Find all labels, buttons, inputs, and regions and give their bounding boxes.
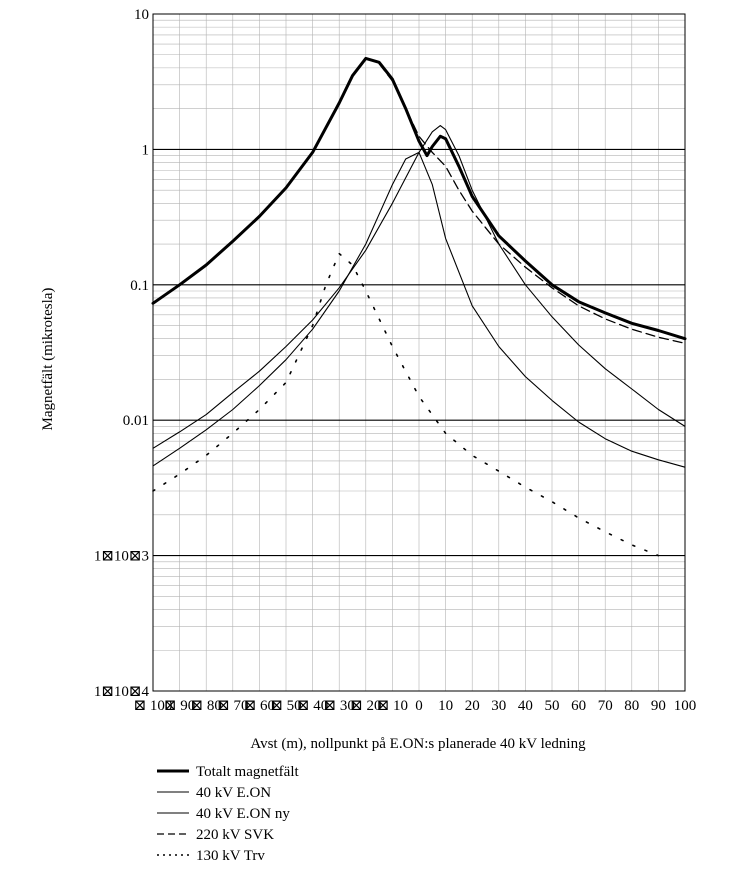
x-tick-label: ⊠ 70 xyxy=(217,698,248,714)
y-tick-label: 1⊠10⊠4 xyxy=(94,684,150,700)
legend-label: 40 kV E.ON xyxy=(196,785,271,801)
x-tick-label: 10 xyxy=(438,698,453,714)
legend: Totalt magnetfält 40 kV E.ON 40 kV E.ON ny… xyxy=(157,764,299,864)
x-axis-label: Avst (m), nollpunkt på E.ON:s planerade … xyxy=(250,736,586,752)
y-tick-label: 1⊠10⊠3 xyxy=(94,549,149,565)
legend-label: 130 kV Trv xyxy=(196,848,265,864)
x-tick-label: 40 xyxy=(518,698,533,714)
x-tick-label: 80 xyxy=(624,698,639,714)
x-tick-label: 60 xyxy=(571,698,586,714)
y-tick-label: 1 xyxy=(142,142,150,158)
series-line xyxy=(151,56,687,341)
x-tick-label: 70 xyxy=(598,698,613,714)
series-line xyxy=(152,252,660,557)
major-gridlines xyxy=(153,148,685,557)
x-tick-label: 0 xyxy=(415,698,423,714)
series-line xyxy=(152,125,686,449)
y-tick-labels: 10 1 0.1 0.01 1⊠10⊠3 1⊠10⊠4 xyxy=(94,7,150,700)
legend-label: 220 kV SVK xyxy=(196,827,274,843)
minor-gridlines xyxy=(153,14,685,691)
legend-label: Totalt magnetfält xyxy=(196,764,299,780)
x-tick-label: 20 xyxy=(465,698,480,714)
x-tick-label: ⊠ 40 xyxy=(297,698,328,714)
x-tick-label: ⊠ 30 xyxy=(324,698,355,714)
legend-label: 40 kV E.ON ny xyxy=(196,806,290,822)
x-tick-label: ⊠ 60 xyxy=(244,698,275,714)
y-axis-label: Magnetfält (mikrotesla) xyxy=(40,288,56,431)
x-tick-label: ⊠ 10 xyxy=(377,698,408,714)
x-tick-label: ⊠ 50 xyxy=(270,698,301,714)
plot-area-frame xyxy=(152,13,686,692)
x-tick-label: ⊠ 80 xyxy=(191,698,222,714)
x-tick-label: ⊠ 90 xyxy=(164,698,195,714)
series-layer xyxy=(151,56,687,557)
x-tick-label: ⊠ 20 xyxy=(350,698,381,714)
y-tick-label: 10 xyxy=(134,7,149,23)
x-tick-labels: ⊠ 100⊠ 90⊠ 80⊠ 70⊠ 60⊠ 50⊠ 40⊠ 30⊠ 20⊠ 1… xyxy=(134,698,697,714)
series-line xyxy=(378,62,686,344)
x-tick-label: 100 xyxy=(674,698,697,714)
y-tick-label: 0.1 xyxy=(130,278,149,294)
x-tick-label: 90 xyxy=(651,698,666,714)
x-tick-label: 50 xyxy=(545,698,560,714)
x-tick-label: ⊠ 100 xyxy=(134,698,173,714)
x-tick-label: 30 xyxy=(491,698,506,714)
y-tick-label: 0.01 xyxy=(123,413,149,429)
